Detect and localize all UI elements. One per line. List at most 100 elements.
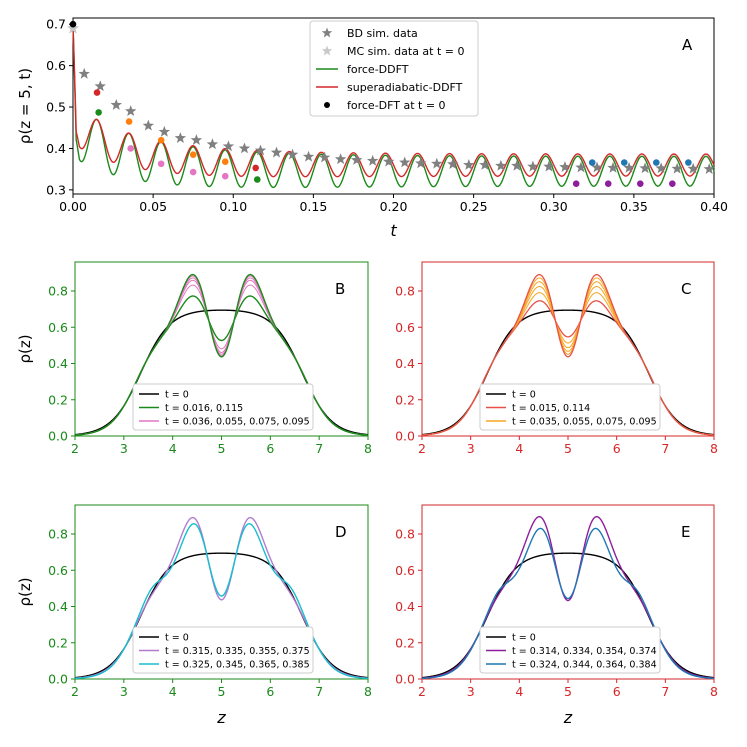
x-axis-label: z <box>563 708 573 727</box>
y-tick-label: 0.5 <box>46 100 66 115</box>
y-tick-label: 0.6 <box>48 563 68 578</box>
x-tick-label: 3 <box>467 684 475 699</box>
marker-point <box>157 136 165 144</box>
x-tick-label: 4 <box>169 684 177 699</box>
legend: t = 0 t = 0.015, 0.114 t = 0.035, 0.055, 0… <box>479 383 661 431</box>
y-tick-label: 0.8 <box>395 527 415 542</box>
legend-label: t = 0.016, 0.115 <box>165 403 243 414</box>
x-tick-label: 5 <box>218 684 226 699</box>
y-tick-label: 0.6 <box>395 320 415 335</box>
panel-label: B <box>335 280 345 298</box>
x-tick-label: 6 <box>613 684 621 699</box>
y-tick-label: 0.2 <box>48 392 68 407</box>
legend-label: t = 0.314, 0.334, 0.354, 0.374 <box>512 646 657 657</box>
data-star <box>174 132 187 143</box>
data-star <box>575 161 587 173</box>
marker-point <box>93 89 101 96</box>
data-star <box>158 125 171 137</box>
marker-point <box>189 151 197 158</box>
data-star <box>495 159 507 171</box>
y-tick-label: 0.4 <box>395 599 415 614</box>
x-tick-label: 5 <box>218 441 226 456</box>
marker-point <box>653 159 660 166</box>
legend-box <box>309 20 479 117</box>
y-tick-label: 0.7 <box>46 17 66 32</box>
legend-label: t = 0 <box>512 633 536 644</box>
marker-point <box>221 158 229 165</box>
data-star <box>350 154 363 165</box>
marker-point <box>636 180 644 187</box>
legend-label: t = 0.036, 0.055, 0.075, 0.095 <box>165 417 310 428</box>
panel-E: 2 3 4 5 6 7 8 0.0 0.2 0.4 0.6 0.8 Ez t = 0 t = 0.314, … <box>395 504 718 727</box>
data-star <box>270 146 283 158</box>
profile-line <box>421 527 715 680</box>
marker-point <box>588 159 596 166</box>
marker-point <box>127 145 134 152</box>
x-tick-label: 8 <box>710 441 718 456</box>
data-star <box>334 153 347 165</box>
legend-label: t = 0.325, 0.345, 0.365, 0.385 <box>165 660 310 671</box>
legend-box <box>479 626 661 674</box>
y-tick-label: 0.2 <box>395 392 415 407</box>
y-tick-label: 0.6 <box>395 563 415 578</box>
x-tick-label: 2 <box>71 441 79 456</box>
legend-label: t = 0 <box>512 390 536 401</box>
data-star <box>623 161 635 173</box>
superadiabatic-ddft-line <box>72 24 715 178</box>
x-tick-label: 5 <box>564 441 572 456</box>
marker-point <box>572 180 580 187</box>
legend-label: t = 0.035, 0.055, 0.075, 0.095 <box>512 417 657 428</box>
data-star <box>286 148 299 160</box>
data-star <box>527 160 539 172</box>
legend: BD sim. data MC sim. data at t = 0 force-D… <box>309 20 479 117</box>
y-tick-label: 0.3 <box>46 182 66 197</box>
data-star <box>254 144 267 156</box>
y-tick-label: 0.0 <box>48 672 68 687</box>
legend-label: t = 0.315, 0.335, 0.355, 0.375 <box>165 646 310 657</box>
x-tick-label: 0.30 <box>540 199 568 214</box>
x-tick-label: 8 <box>710 684 718 699</box>
data-star <box>639 162 651 174</box>
x-tick-label: 4 <box>515 684 523 699</box>
y-tick-label: 0.2 <box>395 635 415 650</box>
y-tick-label: 0.0 <box>395 672 415 687</box>
marker-point <box>253 176 261 183</box>
legend-label: MC sim. data at t = 0 <box>347 45 465 58</box>
marker-point <box>221 172 229 180</box>
data-star <box>321 27 333 38</box>
data-star <box>321 45 333 56</box>
marker-point <box>95 109 102 116</box>
panel-label: A <box>682 36 693 54</box>
x-tick-label: 7 <box>315 684 323 699</box>
y-tick-label: 0.6 <box>46 58 66 73</box>
legend: t = 0 t = 0.016, 0.115 t = 0.036, 0.055, 0… <box>132 383 314 431</box>
y-tick-label: 0.4 <box>48 599 68 614</box>
data-star <box>206 138 219 150</box>
marker-point <box>604 180 612 187</box>
panel-D: 2 3 4 5 6 7 8 0.0 0.2 0.4 0.6 0.8 Dρ(z) z t = 0 t = 0.3… <box>16 504 372 727</box>
legend: t = 0 t = 0.314, 0.334, 0.354, 0.374 t = 0… <box>479 626 661 674</box>
data-star <box>431 157 443 169</box>
y-tick-label: 0.4 <box>46 141 66 156</box>
data-star <box>78 67 90 79</box>
legend-box <box>132 383 314 431</box>
data-star <box>222 140 235 152</box>
y-tick-label: 0.4 <box>48 356 68 371</box>
x-tick-label: 7 <box>315 441 323 456</box>
data-star <box>110 98 122 110</box>
y-tick-label: 0.0 <box>48 429 68 444</box>
legend-label: superadiabatic-DDFT <box>347 81 463 94</box>
y-tick-label: 0.4 <box>395 356 415 371</box>
data-star <box>559 161 571 172</box>
x-tick-label: 7 <box>661 441 669 456</box>
legend-label: t = 0 <box>165 633 189 644</box>
legend-dot <box>324 102 330 108</box>
x-tick-label: 0.25 <box>460 199 488 214</box>
x-tick-label: 7 <box>661 684 669 699</box>
data-star <box>67 22 79 34</box>
data-star <box>318 151 331 163</box>
x-axis-label: z <box>216 708 226 727</box>
legend: t = 0 t = 0.315, 0.335, 0.355, 0.375 t = 0… <box>132 626 314 674</box>
y-tick-label: 0.0 <box>395 429 415 444</box>
